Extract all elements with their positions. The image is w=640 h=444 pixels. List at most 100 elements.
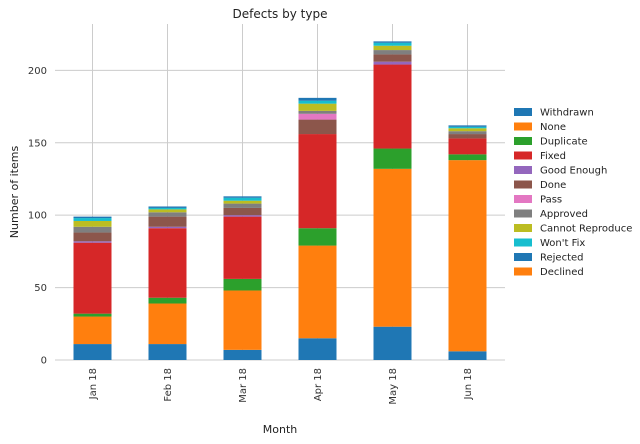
bar-segment-duplicate <box>73 313 112 317</box>
bar-stack <box>148 206 187 360</box>
bar-segment-fixed <box>73 242 112 314</box>
legend-item: Rejected <box>514 253 584 264</box>
x-axis-ticks: Jan 18 Feb 18 Mar 18 Apr 18 May 18 Jun 18 <box>88 368 474 405</box>
bar-segment-rejected <box>148 344 187 360</box>
legend-item: Withdrawn <box>514 108 594 119</box>
legend-item: Fixed <box>514 151 566 162</box>
bar-segment-withdrawn <box>223 196 262 198</box>
legend-item: Done <box>514 180 566 191</box>
legend-label: Withdrawn <box>540 108 594 119</box>
bar-segment-approved <box>148 212 187 217</box>
legend-label: Cannot Reproduce <box>540 224 632 235</box>
x-tick-label: Jan 18 <box>88 368 99 400</box>
bar-segment-duplicate <box>148 297 187 304</box>
bar-segment-none <box>148 303 187 345</box>
legend-swatch <box>514 267 532 276</box>
legend-swatch <box>514 151 532 160</box>
legend-swatch <box>514 122 532 131</box>
bar-segment-done <box>223 207 262 216</box>
legend-swatch <box>514 137 532 145</box>
legend-item: None <box>514 122 566 133</box>
bar-stack <box>223 196 262 360</box>
legend-swatch <box>514 195 532 203</box>
bar-segment-rejected <box>448 351 487 360</box>
x-tick-label: Jun 18 <box>463 368 474 401</box>
bar-segment-done <box>298 119 337 135</box>
bar-stack <box>448 125 487 360</box>
y-tick-label: 0 <box>41 356 47 367</box>
bar-segment-none <box>373 168 412 327</box>
bar-segment-cannot-reproduce <box>298 103 337 111</box>
legend-item: Won't Fix <box>514 238 585 249</box>
bar-segment-pass <box>298 113 337 120</box>
y-axis-label: Number of items <box>8 146 21 239</box>
bar-segment-duplicate <box>223 278 262 291</box>
bar-segment-fixed <box>223 216 262 279</box>
legend-item: Good Enough <box>514 166 607 177</box>
bar-segment-withdrawn <box>298 97 337 101</box>
legend-swatch <box>514 180 532 189</box>
legend-item: Pass <box>514 195 562 206</box>
bar-stack <box>373 41 412 360</box>
y-tick-label: 150 <box>28 138 47 149</box>
bar-segment-none <box>73 316 112 345</box>
legend-label: Done <box>540 180 566 191</box>
bar-segment-duplicate <box>373 148 412 169</box>
bar-segment-cannot-reproduce <box>448 128 487 132</box>
chart-title: Defects by type <box>233 7 328 21</box>
legend-swatch <box>514 166 532 174</box>
legend-item: Approved <box>514 209 588 220</box>
bar-segment-done <box>373 54 412 62</box>
bar-segment-none <box>298 245 337 339</box>
legend-label: Fixed <box>540 151 566 162</box>
legend-swatch <box>514 209 532 218</box>
bar-segment-cannot-reproduce <box>73 220 112 227</box>
bar-segment-rejected <box>73 344 112 360</box>
bar-segment-good-enough <box>223 215 262 217</box>
bar-segment-duplicate <box>298 228 337 246</box>
legend-swatch <box>514 108 532 116</box>
bar-segment-fixed <box>448 138 487 155</box>
bar-segment-none <box>448 160 487 352</box>
bar-segment-good-enough <box>148 226 187 229</box>
bar-segment-done <box>73 232 112 242</box>
legend-swatch <box>514 253 532 261</box>
legend-label: Approved <box>540 209 588 220</box>
legend-label: Won't Fix <box>540 238 585 249</box>
bar-segment-won-t-fix <box>148 207 187 210</box>
y-tick-label: 200 <box>28 66 47 77</box>
legend-item: Duplicate <box>514 137 588 148</box>
bar-segment-done <box>148 216 187 227</box>
bar-segment-approved <box>73 226 112 233</box>
bar-stack <box>298 97 337 360</box>
bar-segment-won-t-fix <box>73 218 112 221</box>
legend-swatch <box>514 224 532 232</box>
bar-stack <box>73 216 112 360</box>
y-tick-label: 50 <box>34 283 47 294</box>
bars-layer <box>73 41 487 360</box>
legend-label: Declined <box>540 267 584 278</box>
bar-segment-rejected <box>373 326 412 360</box>
bar-segment-duplicate <box>448 154 487 161</box>
x-tick-label: Mar 18 <box>238 368 249 403</box>
bar-segment-fixed <box>373 64 412 149</box>
legend-item: Cannot Reproduce <box>514 224 632 235</box>
x-tick-label: May 18 <box>388 368 399 405</box>
bar-segment-approved <box>448 131 487 135</box>
bar-segment-cannot-reproduce <box>148 209 187 213</box>
bar-segment-fixed <box>148 228 187 298</box>
x-tick-label: Apr 18 <box>313 368 324 401</box>
x-tick-label: Feb 18 <box>163 368 174 402</box>
y-tick-label: 100 <box>28 211 47 222</box>
bar-segment-good-enough <box>73 241 112 243</box>
grid-layer <box>55 24 505 361</box>
bar-segment-rejected <box>298 338 337 360</box>
legend-item: Declined <box>514 267 584 278</box>
bar-segment-withdrawn <box>373 41 412 43</box>
bar-segment-withdrawn <box>148 206 187 208</box>
legend-label: Duplicate <box>540 137 588 148</box>
legend-label: None <box>540 122 566 133</box>
bar-segment-won-t-fix <box>448 126 487 129</box>
